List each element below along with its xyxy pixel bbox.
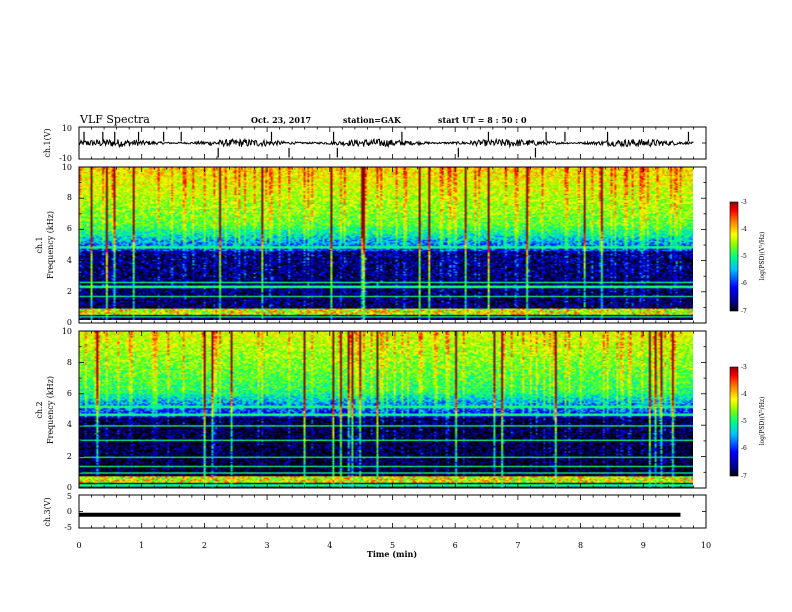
x-tick-labels: 0 1 2 3 4 5 6 7 8 9 10 bbox=[76, 541, 711, 550]
ch1-colorbar-gradient bbox=[729, 201, 739, 312]
ch3-wave-ytick-mid: 0 bbox=[67, 507, 72, 516]
ch2-cb-tick-m7: -7 bbox=[741, 473, 747, 480]
ch2-spectrogram-raster bbox=[79, 331, 693, 488]
ch1-waveform-line bbox=[78, 137, 694, 149]
ch1-wave-ytick-bottom: -10 bbox=[59, 154, 72, 163]
xtick-9: 9 bbox=[641, 541, 646, 550]
xtick-1: 1 bbox=[139, 541, 144, 550]
ch2-spec-ytick-2: 2 bbox=[67, 452, 72, 461]
ch2-spec-ylabel-line2: Frequency (kHz) bbox=[46, 376, 55, 444]
ch1-spec-ytick-2: 2 bbox=[67, 287, 72, 296]
ch3-wave-ylabel: ch.3(V) bbox=[43, 497, 52, 526]
xtick-8: 8 bbox=[578, 541, 583, 550]
xtick-3: 3 bbox=[265, 541, 270, 550]
ch1-cb-tick-m3: -3 bbox=[741, 199, 747, 206]
ch2-cb-tick-m5: -5 bbox=[741, 418, 747, 425]
xtick-7: 7 bbox=[515, 541, 520, 550]
xtick-2: 2 bbox=[202, 541, 207, 550]
ch1-spec-ytick-8: 8 bbox=[67, 193, 72, 202]
ch3-wave-ytick-top: 5 bbox=[67, 492, 72, 501]
ch2-cb-tick-m6: -6 bbox=[741, 445, 747, 452]
figure-title: VLF Spectra bbox=[79, 113, 150, 126]
ch2-spec-ylabel: ch.2 Frequency (kHz) bbox=[35, 376, 55, 444]
ch1-spec-ylabel: ch.1 Frequency (kHz) bbox=[35, 211, 55, 279]
ch2-spec-ytick-8: 8 bbox=[67, 358, 72, 367]
ch1-colorbar-label: log(PSD)(V²/Hz) bbox=[759, 232, 766, 281]
x-axis-label: Time (min) bbox=[367, 549, 417, 559]
ch2-spec-ytick-6: 6 bbox=[67, 389, 72, 398]
ch2-cb-tick-m3: -3 bbox=[741, 364, 747, 371]
ch1-spec-ytick-0: 0 bbox=[67, 318, 72, 327]
ch1-cb-tick-m6: -6 bbox=[741, 280, 747, 287]
ch1-cb-tick-m4: -4 bbox=[741, 226, 747, 233]
xtick-0: 0 bbox=[76, 541, 81, 550]
xtick-6: 6 bbox=[453, 541, 458, 550]
start-time-label: start UT = 8 : 50 : 0 bbox=[438, 115, 527, 125]
ch2-spec-ytick-4: 4 bbox=[67, 420, 72, 429]
ch1-spec-ytick-4: 4 bbox=[67, 256, 72, 265]
ch2-spec-ytick-10: 10 bbox=[62, 327, 72, 336]
xtick-10: 10 bbox=[701, 541, 711, 550]
ch1-spec-ytick-6: 6 bbox=[67, 224, 72, 233]
ch1-spec-ylabel-line1: ch.1 bbox=[35, 236, 44, 253]
station-label: station=GAK bbox=[343, 115, 402, 125]
ch1-waveform-spikes bbox=[83, 131, 690, 158]
ch1-cb-tick-m5: -5 bbox=[741, 253, 747, 260]
xtick-5: 5 bbox=[390, 541, 395, 550]
ch1-wave-ytick-top: 10 bbox=[62, 124, 72, 133]
date-label: Oct. 23, 2017 bbox=[251, 115, 311, 125]
ch2-colorbar: -3 -4 -5 -6 -7 log(PSD)(V²/Hz) bbox=[729, 364, 766, 480]
ch3-wave-ytick-bottom: -5 bbox=[64, 523, 72, 532]
ch1-spec-ylabel-line2: Frequency (kHz) bbox=[46, 211, 55, 279]
xtick-4: 4 bbox=[327, 541, 332, 550]
ch2-spec-ytick-0: 0 bbox=[67, 483, 72, 492]
ch1-wave-ylabel: ch.1(V) bbox=[43, 128, 52, 157]
axis-ticks bbox=[78, 126, 707, 529]
ch1-spectrogram-raster bbox=[79, 167, 693, 320]
ch2-cb-tick-m4: -4 bbox=[741, 391, 747, 398]
ch2-spectrogram-image bbox=[79, 331, 693, 488]
ch1-colorbar: -3 -4 -5 -6 -7 log(PSD)(V²/Hz) bbox=[729, 199, 766, 315]
ch1-spec-ytick-10: 10 bbox=[62, 163, 72, 172]
ch2-colorbar-gradient bbox=[729, 366, 739, 477]
ch1-cb-tick-m7: -7 bbox=[741, 308, 747, 315]
ch1-spectrogram-image bbox=[79, 167, 693, 320]
ch2-spec-ylabel-line1: ch.2 bbox=[35, 401, 44, 418]
ch2-colorbar-label: log(PSD)(V²/Hz) bbox=[759, 397, 766, 446]
